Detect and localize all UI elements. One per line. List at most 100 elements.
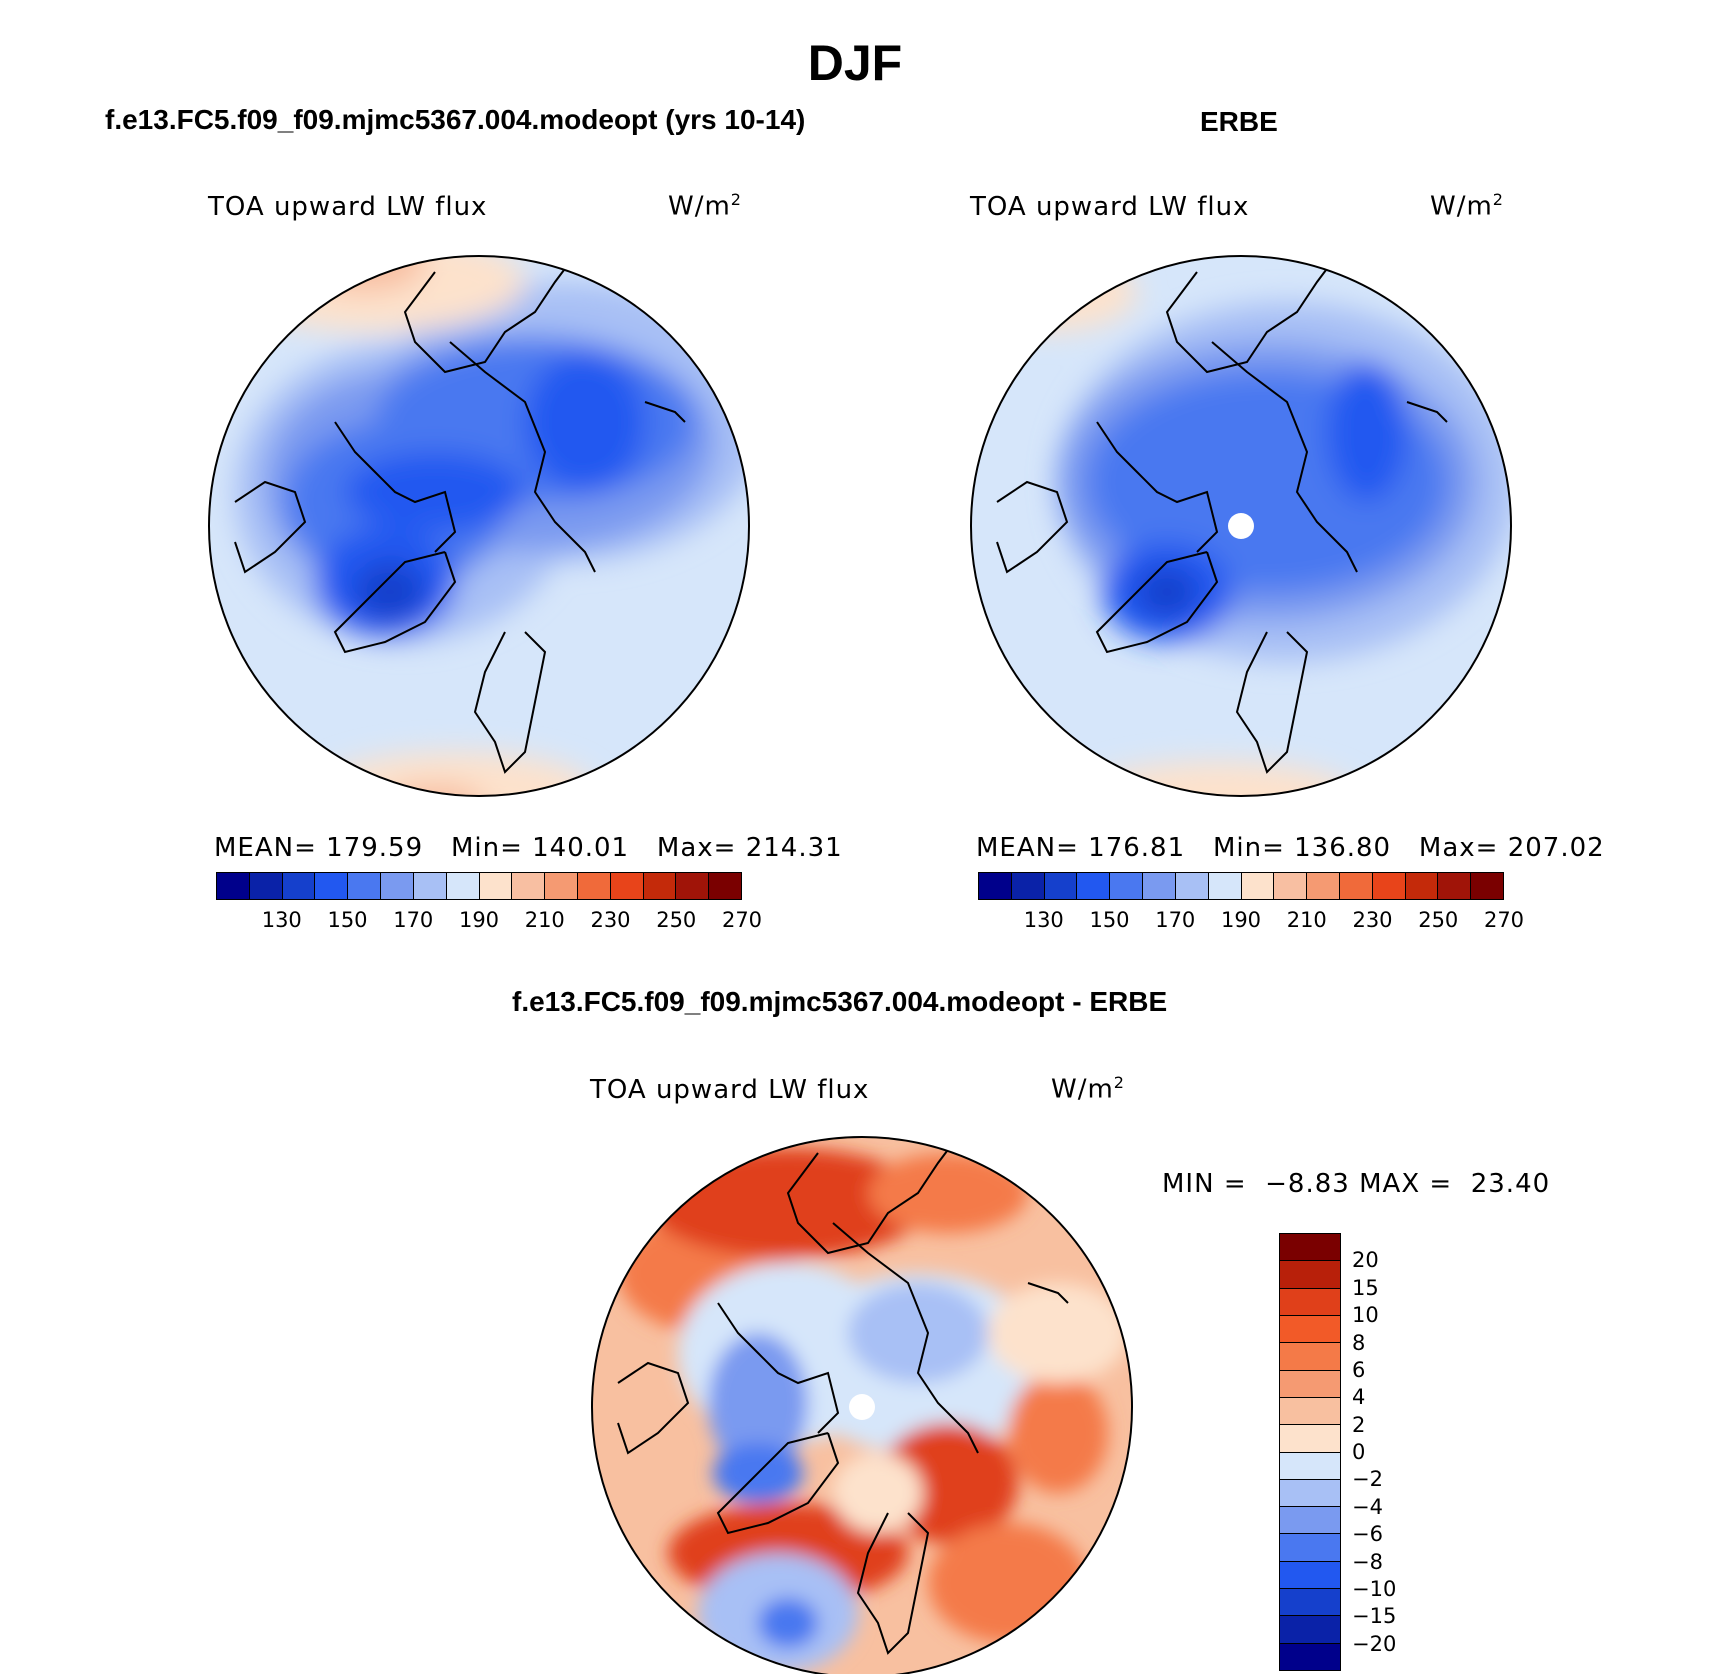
colorbar-tick-label: 150 bbox=[327, 908, 368, 932]
colorbar-swatch bbox=[708, 873, 741, 899]
colorbar-swatch bbox=[1280, 1506, 1340, 1534]
colorbar-tick-label: −6 bbox=[1352, 1522, 1383, 1547]
colorbar-tick-label: 170 bbox=[1155, 908, 1196, 932]
colorbar-tick-label: 190 bbox=[1220, 908, 1262, 932]
obs-variable-label: TOA upward LW flux bbox=[970, 192, 1250, 222]
colorbar-tick-label: −2 bbox=[1352, 1467, 1383, 1492]
diff-variable-label: TOA upward LW flux bbox=[590, 1075, 870, 1105]
colorbar-swatch bbox=[1280, 1451, 1340, 1479]
colorbar-tick-label: 130 bbox=[261, 908, 302, 932]
colorbar-swatch bbox=[412, 873, 446, 899]
colorbar-swatch bbox=[1207, 873, 1241, 899]
colorbar-swatch bbox=[576, 873, 610, 899]
colorbar-swatch bbox=[1142, 873, 1175, 899]
colorbar-tick-label: 0 bbox=[1352, 1440, 1366, 1464]
colorbar-tick-label: 230 bbox=[590, 908, 631, 932]
model-stats: MEAN= 179.59 Min= 140.01 Max= 214.31 bbox=[214, 833, 843, 863]
colorbar-swatch bbox=[445, 873, 479, 899]
colorbar-swatch bbox=[1280, 1369, 1340, 1397]
colorbar-swatch bbox=[1109, 873, 1143, 899]
colorbar-swatch bbox=[1010, 873, 1044, 899]
colorbar-swatch bbox=[609, 873, 643, 899]
colorbar-swatch bbox=[1306, 873, 1339, 899]
model-variable-label: TOA upward LW flux bbox=[208, 192, 488, 222]
obs-unit-label: W/m2 bbox=[1430, 190, 1504, 222]
colorbar-swatch bbox=[1280, 1642, 1340, 1670]
colorbar-tick-label: 270 bbox=[721, 908, 763, 932]
colorbar-tick-label: 210 bbox=[1286, 908, 1327, 932]
colorbar-swatch bbox=[1280, 1287, 1340, 1315]
obs-polar-map bbox=[970, 255, 1512, 797]
colorbar-tick-label: 10 bbox=[1352, 1303, 1379, 1328]
model-colorbar-labels: 130 150 170 190 210 230 250 270 bbox=[216, 908, 762, 938]
colorbar-swatch bbox=[1076, 873, 1110, 899]
colorbar-tick-label: 150 bbox=[1089, 908, 1130, 932]
colorbar-tick-label: 20 bbox=[1352, 1248, 1379, 1273]
diff-colorbar bbox=[1279, 1233, 1341, 1671]
obs-colorbar-labels: 130 150 170 190 210 230 250 270 bbox=[978, 908, 1524, 938]
colorbar-tick-label: 15 bbox=[1352, 1275, 1379, 1300]
colorbar-tick-label: −8 bbox=[1352, 1549, 1383, 1574]
colorbar-swatch bbox=[1280, 1396, 1340, 1425]
colorbar-swatch bbox=[314, 873, 348, 899]
colorbar-swatch bbox=[1174, 873, 1208, 899]
colorbar-swatch bbox=[1280, 1478, 1340, 1507]
figure-title: DJF bbox=[807, 35, 903, 91]
colorbar-tick-label: 2 bbox=[1352, 1412, 1366, 1437]
diff-polar-map bbox=[591, 1136, 1133, 1674]
diff-stats: MIN = −8.83 MAX = 23.40 bbox=[1162, 1169, 1551, 1199]
colorbar-swatch bbox=[478, 873, 512, 899]
colorbar-swatch bbox=[1338, 873, 1372, 899]
colorbar-tick-label: 170 bbox=[393, 908, 434, 932]
colorbar-swatch bbox=[1280, 1260, 1340, 1288]
colorbar-tick-label: 230 bbox=[1352, 908, 1393, 932]
obs-colorbar bbox=[978, 872, 1504, 900]
colorbar-swatch bbox=[1273, 873, 1307, 899]
colorbar-swatch bbox=[347, 873, 381, 899]
colorbar-swatch bbox=[1280, 1560, 1340, 1589]
colorbar-tick-label: −4 bbox=[1352, 1494, 1383, 1519]
colorbar-swatch bbox=[1280, 1234, 1340, 1261]
colorbar-tick-label: 270 bbox=[1483, 908, 1525, 932]
model-panel-title: f.e13.FC5.f09_f09.mjmc5367.004.modeopt (… bbox=[105, 104, 806, 135]
colorbar-swatch bbox=[1240, 873, 1274, 899]
obs-panel-title: ERBE bbox=[1200, 106, 1278, 137]
colorbar-swatch bbox=[511, 873, 545, 899]
colorbar-tick-label: 8 bbox=[1352, 1330, 1366, 1355]
colorbar-tick-label: 210 bbox=[524, 908, 565, 932]
colorbar-swatch bbox=[1280, 1588, 1340, 1616]
colorbar-swatch bbox=[675, 873, 709, 899]
colorbar-swatch bbox=[544, 873, 577, 899]
colorbar-tick-label: −20 bbox=[1352, 1631, 1397, 1656]
colorbar-swatch bbox=[979, 873, 1011, 899]
diff-unit-label: W/m2 bbox=[1051, 1073, 1125, 1105]
colorbar-swatch bbox=[642, 873, 676, 899]
colorbar-swatch bbox=[380, 873, 413, 899]
colorbar-swatch bbox=[248, 873, 282, 899]
colorbar-swatch bbox=[1280, 1424, 1340, 1452]
colorbar-tick-label: −15 bbox=[1352, 1604, 1397, 1629]
diff-colorbar-labels: 20 15 10 8 6 4 2 0 −2 −4 −6 −8 −10 −15 −20 bbox=[1352, 1233, 1452, 1671]
colorbar-tick-label: 4 bbox=[1352, 1385, 1366, 1410]
colorbar-tick-label: 250 bbox=[1418, 908, 1459, 932]
colorbar-swatch bbox=[1404, 873, 1438, 899]
colorbar-swatch bbox=[1470, 873, 1503, 899]
colorbar-tick-label: 190 bbox=[458, 908, 500, 932]
obs-stats: MEAN= 176.81 Min= 136.80 Max= 207.02 bbox=[976, 833, 1605, 863]
colorbar-swatch bbox=[1371, 873, 1405, 899]
diff-panel-title: f.e13.FC5.f09_f09.mjmc5367.004.modeopt -… bbox=[512, 986, 1168, 1017]
model-unit-label: W/m2 bbox=[668, 190, 742, 222]
colorbar-swatch bbox=[1280, 1342, 1340, 1370]
colorbar-swatch bbox=[1437, 873, 1471, 899]
colorbar-swatch bbox=[1043, 873, 1077, 899]
model-colorbar bbox=[216, 872, 742, 900]
colorbar-tick-label: −10 bbox=[1352, 1576, 1397, 1601]
colorbar-swatch bbox=[217, 873, 249, 899]
colorbar-swatch bbox=[1280, 1314, 1340, 1343]
colorbar-tick-label: 250 bbox=[656, 908, 697, 932]
colorbar-tick-label: 6 bbox=[1352, 1357, 1366, 1382]
model-polar-map bbox=[208, 255, 750, 797]
colorbar-swatch bbox=[281, 873, 315, 899]
colorbar-swatch bbox=[1280, 1615, 1340, 1643]
colorbar-swatch bbox=[1280, 1533, 1340, 1561]
